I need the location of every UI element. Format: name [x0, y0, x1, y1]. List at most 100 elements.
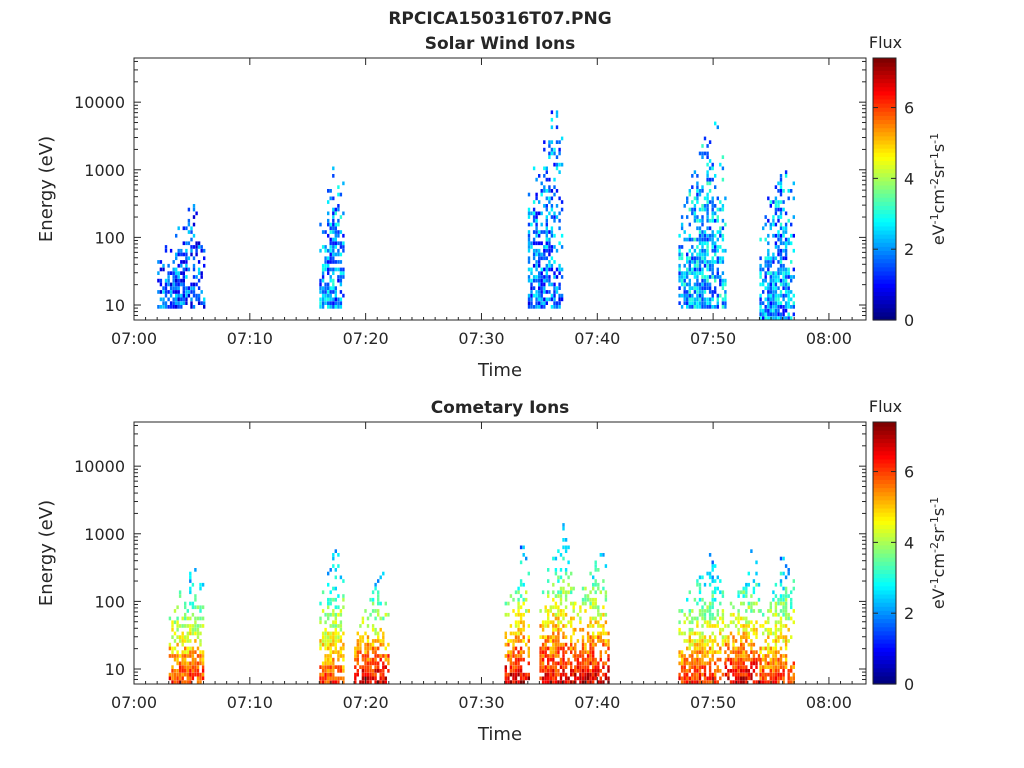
heatmap-cell	[759, 275, 762, 279]
heatmap-cell	[371, 624, 375, 628]
heatmap-cell	[171, 620, 174, 625]
heatmap-cell	[321, 642, 325, 647]
heatmap-cell	[762, 624, 765, 628]
heatmap-cell	[740, 650, 743, 654]
heatmap-cell	[604, 676, 608, 681]
heatmap-cell	[382, 616, 385, 621]
heatmap-cell	[319, 680, 322, 684]
heatmap-cell	[557, 654, 560, 658]
heatmap-cell	[787, 312, 790, 317]
heatmap-cell	[545, 278, 548, 283]
heatmap-cell	[777, 627, 780, 632]
heatmap-cell	[504, 669, 507, 673]
heatmap-cell	[706, 639, 709, 643]
heatmap-cell	[525, 556, 528, 561]
colorbar-step	[873, 299, 896, 305]
heatmap-cell	[769, 631, 772, 636]
heatmap-cell	[532, 237, 536, 242]
heatmap-cell	[784, 657, 788, 662]
heatmap-cell	[581, 680, 585, 684]
colorbar-step	[873, 160, 896, 166]
heatmap-cell	[579, 665, 582, 669]
heatmap-cell	[564, 665, 568, 669]
heatmap-cell	[592, 657, 595, 662]
heatmap-cell	[186, 669, 189, 673]
heatmap-cell	[337, 222, 340, 227]
heatmap-cell	[162, 297, 165, 302]
heatmap-cell	[384, 601, 387, 606]
heatmap-cell	[762, 676, 765, 681]
heatmap-cell	[757, 654, 761, 658]
heatmap-cell	[602, 631, 605, 636]
heatmap-cell	[698, 252, 702, 257]
heatmap-cell	[187, 267, 191, 272]
heatmap-cell	[557, 669, 560, 673]
heatmap-cell	[195, 282, 198, 287]
heatmap-cell	[767, 661, 770, 666]
colorbar-step	[873, 213, 896, 219]
heatmap-cell	[724, 248, 727, 253]
heatmap-cell	[557, 594, 560, 598]
heatmap-cell	[332, 556, 335, 561]
heatmap-cell	[706, 241, 709, 246]
heatmap-cell	[538, 241, 541, 246]
heatmap-cell	[774, 200, 778, 204]
heatmap-cell	[703, 665, 707, 669]
heatmap-cell	[589, 680, 592, 684]
heatmap-cell	[779, 267, 783, 272]
heatmap-cell	[517, 680, 520, 684]
heatmap-cell	[553, 162, 556, 167]
heatmap-cell	[366, 646, 370, 651]
heatmap-cell	[199, 676, 202, 681]
heatmap-cell	[324, 635, 327, 639]
x-axis-label: Time	[477, 724, 522, 745]
heatmap-cell	[701, 278, 704, 283]
heatmap-cell	[334, 586, 337, 591]
heatmap-cell	[321, 286, 325, 290]
heatmap-cell	[759, 256, 762, 261]
heatmap-cell	[732, 635, 735, 639]
heatmap-cell	[589, 672, 592, 677]
heatmap-cell	[769, 672, 772, 677]
heatmap-cell	[332, 260, 335, 264]
heatmap-cell	[774, 672, 778, 677]
heatmap-cell	[742, 654, 745, 658]
heatmap-cell	[767, 672, 770, 677]
heatmap-cell	[509, 680, 513, 684]
heatmap-cell	[790, 260, 793, 264]
heatmap-cell	[586, 650, 590, 654]
colorbar-step	[873, 577, 896, 583]
heatmap-cell	[558, 286, 561, 290]
heatmap-cell	[734, 616, 738, 621]
heatmap-cell	[371, 609, 375, 613]
heatmap-cell	[334, 222, 337, 227]
heatmap-cell	[698, 680, 702, 684]
heatmap-cell	[787, 305, 790, 309]
heatmap-cell	[548, 248, 551, 253]
heatmap-cell	[706, 204, 709, 208]
heatmap-cell	[599, 612, 602, 617]
heatmap-cell	[329, 676, 332, 681]
heatmap-cell	[334, 211, 337, 216]
heatmap-cell	[737, 612, 740, 617]
y-tick-label: 1000	[84, 161, 125, 180]
heatmap-cell	[772, 646, 775, 651]
heatmap-cell	[719, 579, 722, 583]
heatmap-cell	[186, 661, 189, 666]
heatmap-cell	[361, 657, 365, 662]
heatmap-cell	[189, 571, 192, 576]
heatmap-cell	[334, 226, 337, 231]
heatmap-cell	[584, 650, 587, 654]
heatmap-cell	[191, 582, 195, 587]
heatmap-cell	[729, 669, 733, 673]
colorbar-step	[873, 499, 896, 505]
heatmap-cell	[559, 568, 563, 572]
heatmap-cell	[779, 185, 783, 189]
heatmap-cell	[562, 661, 565, 666]
heatmap-cell	[324, 631, 327, 636]
heatmap-cell	[742, 586, 745, 591]
heatmap-cell	[555, 189, 559, 193]
heatmap-cell	[555, 110, 559, 115]
heatmap-cell	[693, 275, 697, 279]
heatmap-cell	[197, 271, 201, 275]
